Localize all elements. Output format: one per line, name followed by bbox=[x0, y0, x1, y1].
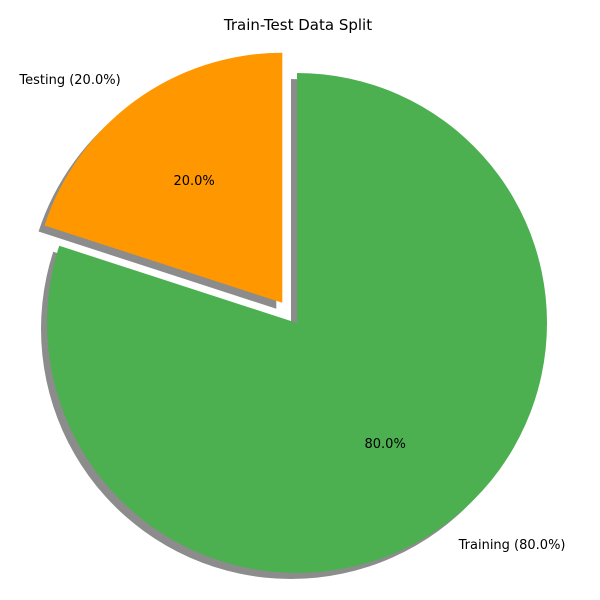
pie-slice-testing bbox=[44, 52, 283, 303]
pie-slice-layer bbox=[44, 52, 548, 573]
chart-title: Train-Test Data Split bbox=[223, 16, 372, 34]
slice-percent-label-training: 80.0% bbox=[365, 437, 406, 452]
slice-percent-label-testing: 20.0% bbox=[173, 174, 214, 189]
slice-label-testing: Testing (20.0%) bbox=[18, 73, 120, 88]
slice-label-training: Training (80.0%) bbox=[458, 538, 566, 553]
pie-label-layer: Training (80.0%) 80.0% Testing (20.0%) 20.0… bbox=[18, 73, 565, 553]
pie-slice-training bbox=[47, 73, 548, 573]
